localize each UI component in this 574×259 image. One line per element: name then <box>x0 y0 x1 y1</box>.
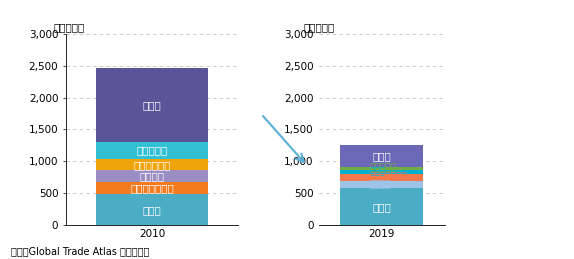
Bar <box>96 170 208 182</box>
Text: カナダ: カナダ <box>373 202 391 212</box>
Text: コロンビア: コロンビア <box>369 164 396 173</box>
Bar <box>96 194 208 225</box>
Bar <box>340 181 423 188</box>
Text: メキシコ: メキシコ <box>139 171 165 181</box>
Bar <box>340 188 423 225</box>
Text: その他: その他 <box>373 151 391 161</box>
Text: ベネズエラ: ベネズエラ <box>137 146 168 156</box>
Bar <box>96 159 208 170</box>
Text: （億ドル）: （億ドル） <box>54 22 85 32</box>
Bar <box>96 182 208 194</box>
Bar <box>96 142 208 159</box>
Text: サウジアラビア: サウジアラビア <box>130 183 174 193</box>
Text: メキシコ: メキシコ <box>369 180 390 189</box>
Text: 資料：Global Trade Atlas より作成。: 資料：Global Trade Atlas より作成。 <box>11 246 150 256</box>
Text: イラク: イラク <box>369 167 385 176</box>
Text: （億ドル）: （億ドル） <box>304 22 335 32</box>
Bar <box>340 170 423 174</box>
Bar <box>340 146 423 167</box>
Bar <box>340 174 423 181</box>
Text: ナイジェリア: ナイジェリア <box>133 160 171 170</box>
Text: その他: その他 <box>143 100 161 110</box>
Text: カナダ: カナダ <box>143 205 161 215</box>
Text: サウジアラビア: サウジアラビア <box>369 172 407 182</box>
Bar <box>96 68 208 142</box>
Bar <box>340 167 423 170</box>
